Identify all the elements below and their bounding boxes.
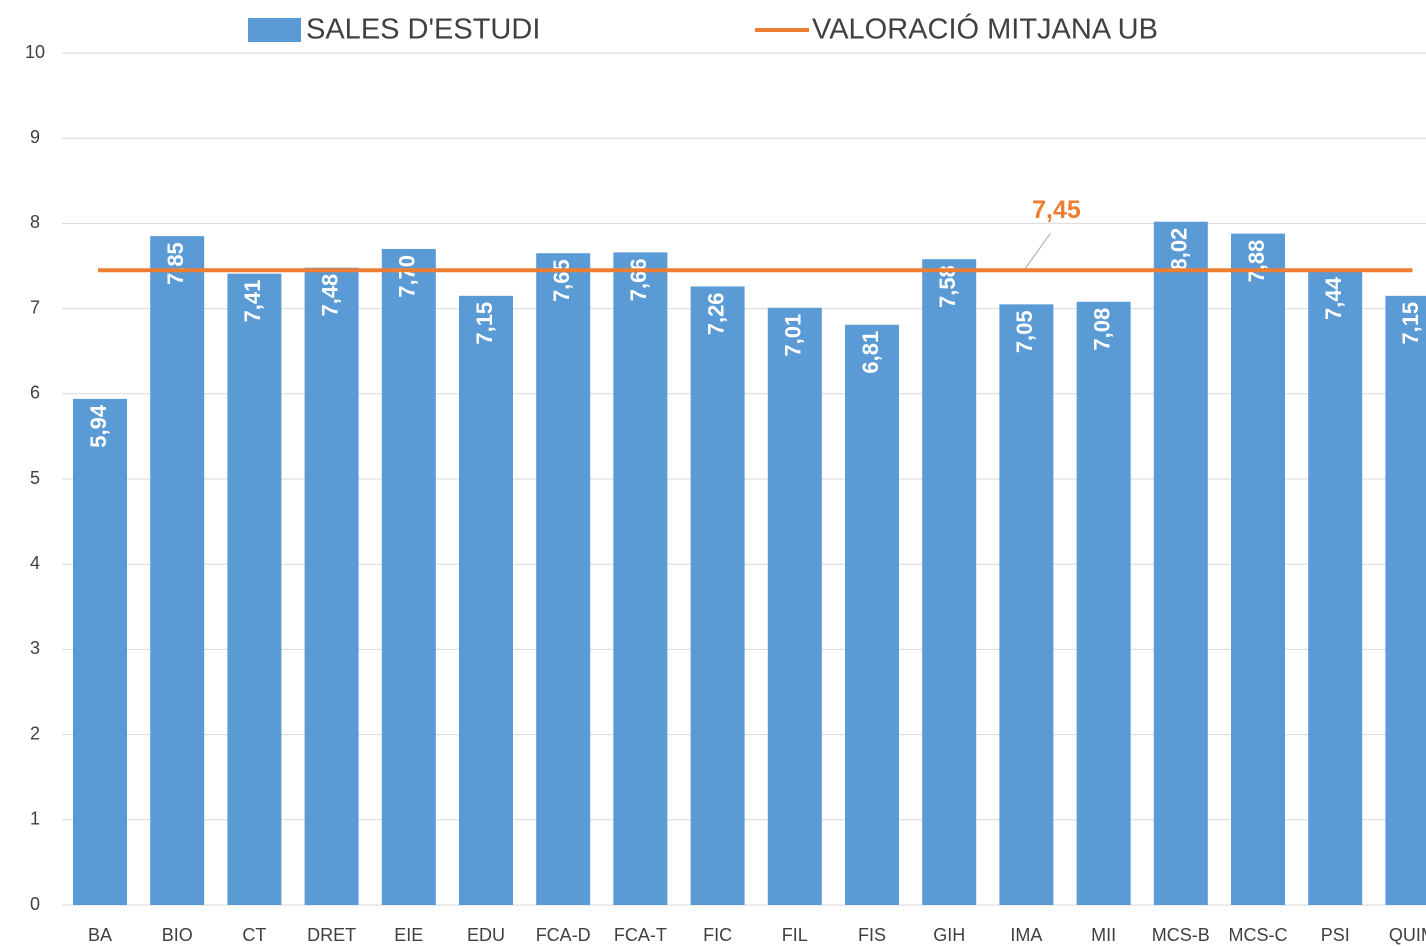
- x-tick-label: GIH: [933, 925, 965, 945]
- x-tick-label: FIS: [858, 925, 886, 945]
- bar: [690, 286, 745, 905]
- data-label: 7,58: [935, 265, 960, 308]
- data-label: 7,44: [1321, 276, 1346, 320]
- bar: [1308, 271, 1363, 905]
- y-tick-label: 6: [30, 383, 40, 403]
- bar: [922, 259, 977, 906]
- y-tick-label: 1: [30, 809, 40, 829]
- data-label: 7,65: [549, 259, 574, 302]
- x-tick-label: BIO: [162, 925, 193, 945]
- data-label: 7,70: [395, 255, 420, 298]
- data-label: 7,88: [1244, 240, 1269, 283]
- x-tick-label: EDU: [467, 925, 505, 945]
- x-tick-label: FIL: [782, 925, 808, 945]
- data-label: 7,08: [1089, 308, 1114, 351]
- x-tick-label: CT: [242, 925, 266, 945]
- x-tick-label: QUIM: [1389, 925, 1426, 945]
- y-tick-label: 9: [30, 127, 40, 147]
- data-label: 7,05: [1012, 310, 1037, 353]
- bar: [536, 253, 591, 906]
- x-tick-label: FCA-D: [536, 925, 591, 945]
- data-label: 7,45: [1032, 196, 1081, 224]
- x-tick-label: MCS-B: [1152, 925, 1210, 945]
- x-tick-label: EIE: [394, 925, 423, 945]
- bar: [613, 252, 668, 906]
- bar: [381, 248, 436, 905]
- y-tick-label: 2: [30, 723, 40, 743]
- x-tick-label: IMA: [1010, 925, 1042, 945]
- label-leader: [1024, 232, 1051, 269]
- data-label: 7,01: [781, 314, 806, 357]
- y-tick-label: 10: [25, 42, 45, 62]
- legend-label: VALORACIÓ MITJANA UB: [812, 13, 1158, 46]
- data-label: 7,85: [163, 242, 188, 285]
- bar: [1231, 233, 1285, 905]
- bar: [227, 273, 282, 906]
- legend-swatch: [248, 18, 301, 42]
- x-tick-label: FCA-T: [614, 925, 667, 945]
- bar: [767, 307, 822, 905]
- data-label: 7,66: [626, 258, 651, 301]
- data-label: 6,81: [858, 331, 883, 374]
- x-tick-label: PSI: [1321, 925, 1350, 945]
- bar: [845, 324, 899, 906]
- bar: [999, 304, 1054, 906]
- y-tick-label: 3: [30, 638, 40, 658]
- x-tick-label: BA: [88, 925, 112, 945]
- y-tick-label: 0: [30, 894, 40, 914]
- legend-label: SALES D'ESTUDI: [306, 14, 540, 46]
- x-tick-label: MCS-C: [1229, 925, 1288, 945]
- x-tick-label: MII: [1091, 925, 1116, 945]
- data-label: 7,15: [1398, 302, 1423, 345]
- bar: [73, 398, 127, 905]
- data-label: 7,41: [240, 280, 265, 323]
- data-label: 5,94: [86, 404, 111, 448]
- data-label: 7,15: [472, 302, 497, 345]
- y-tick-label: 7: [30, 297, 40, 317]
- bar: [1076, 301, 1131, 905]
- y-tick-label: 4: [30, 553, 40, 573]
- data-label: 7,26: [703, 292, 728, 335]
- x-tick-label: FIC: [703, 925, 732, 945]
- bar: [1385, 295, 1426, 905]
- bar: [459, 295, 513, 905]
- y-tick-label: 8: [30, 212, 40, 232]
- data-label: 8,02: [1167, 228, 1192, 271]
- data-label: 7,48: [317, 274, 342, 317]
- legend: SALES D'ESTUDI VALORACIÓ MITJANA UB: [248, 13, 1158, 46]
- bar: [304, 267, 359, 906]
- bar: [1153, 221, 1208, 906]
- x-tick-label: DRET: [307, 925, 356, 945]
- y-tick-label: 5: [30, 468, 40, 488]
- bar: [150, 236, 205, 905]
